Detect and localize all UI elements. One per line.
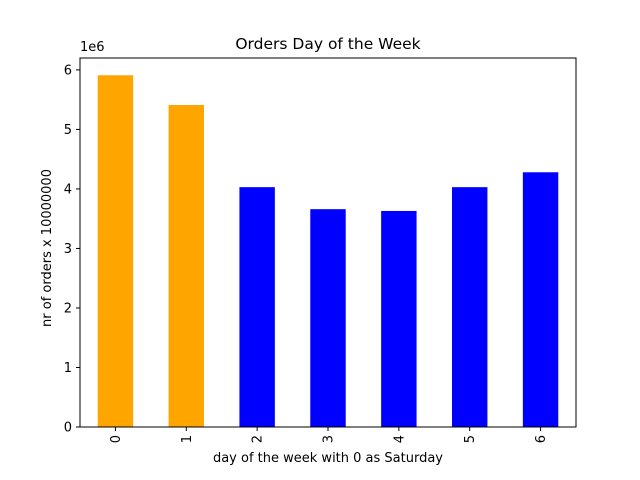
axes-layer: 0 1 2 3 4 5 6 0 1 2 3 4 5 6	[64, 57, 577, 443]
x-tick-label: 4	[392, 435, 407, 443]
x-tick-label: 0	[109, 435, 124, 443]
x-tick-label: 6	[534, 435, 549, 443]
chart-title: Orders Day of the Week	[235, 35, 420, 53]
y-tick-label: 5	[64, 123, 72, 138]
y-tick-label: 0	[64, 421, 72, 436]
y-tick-label: 2	[64, 301, 72, 316]
bar-2	[239, 187, 275, 427]
bar-0	[97, 75, 134, 427]
y-axis-label: nr of orders x 10000000	[40, 169, 55, 327]
y-tick-label: 4	[64, 182, 72, 197]
y-tick-label: 6	[64, 63, 72, 78]
bar-6	[522, 172, 559, 427]
y-tick-label: 1	[64, 361, 72, 376]
bars-layer	[97, 75, 559, 428]
bar-4	[381, 210, 417, 427]
x-axis-label: day of the week with 0 as Saturday	[213, 451, 443, 466]
bar-1	[168, 105, 204, 428]
x-tick-label: 3	[322, 435, 337, 443]
x-tick-label: 1	[180, 435, 195, 443]
y-offset-label: 1e6	[80, 40, 105, 55]
x-tick-label: 5	[463, 435, 478, 443]
bar-3	[310, 209, 346, 427]
bar-5	[452, 187, 488, 427]
x-tick-label: 2	[251, 435, 266, 443]
y-tick-label: 3	[64, 242, 72, 257]
